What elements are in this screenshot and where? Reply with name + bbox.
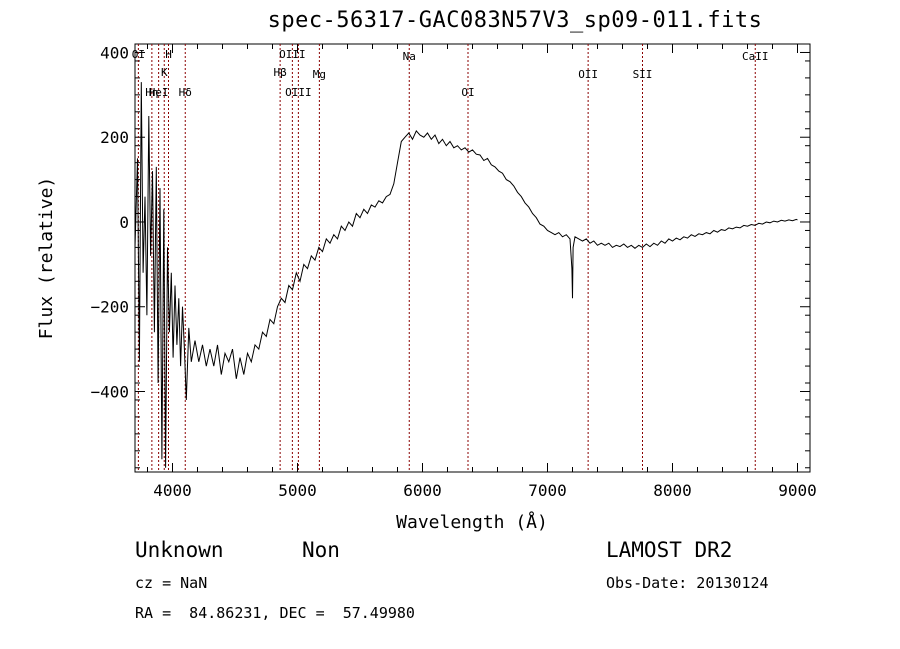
survey-name: LAMOST DR2 <box>606 538 733 562</box>
object-subclass: Non <box>302 538 340 562</box>
y-tick-label: 400 <box>100 43 129 62</box>
y-tick-label: 0 <box>119 213 129 232</box>
coordinates: RA = 84.86231, DEC = 57.49980 <box>135 604 415 622</box>
line-marker-label: HeI <box>149 86 169 99</box>
line-marker-label: Mg <box>313 68 326 81</box>
axes: 4000 5000 6000 7000 8000 9000 −400 −200 0 200 400 <box>90 43 816 500</box>
line-marker-label: CaII <box>742 50 769 63</box>
redshift-cz: cz = NaN <box>135 574 208 592</box>
line-marker-label: Na <box>403 50 416 63</box>
chart-title: spec-56317-GAC083N57V3_sp09-011.fits <box>267 8 763 33</box>
line-marker-label: K <box>161 66 168 79</box>
line-marker-label: OII <box>578 68 598 81</box>
y-axis-label: Flux (relative) <box>36 177 57 340</box>
y-tick-label: 200 <box>100 128 129 147</box>
line-marker-label: OI <box>132 48 145 61</box>
x-tick-label: 8000 <box>653 481 692 500</box>
x-tick-label: 4000 <box>153 481 192 500</box>
line-marker-label: Hβ <box>274 66 288 79</box>
y-tick-label: −400 <box>90 382 129 401</box>
y-tick-label: −200 <box>90 298 129 317</box>
object-class: Unknown <box>135 538 224 562</box>
line-marker-label: OIII <box>279 48 306 61</box>
x-tick-label: 5000 <box>278 481 317 500</box>
plot-frame <box>134 43 811 473</box>
x-tick-label: 6000 <box>403 481 442 500</box>
spectrum-line <box>134 82 798 468</box>
observation-date: Obs-Date: 20130124 <box>606 574 769 592</box>
line-marker-label: H <box>165 48 172 61</box>
x-tick-label: 7000 <box>528 481 567 500</box>
line-marker-label: Hη <box>145 86 158 99</box>
x-tick-label: 9000 <box>778 481 817 500</box>
line-marker-label: Hδ <box>179 86 192 99</box>
x-axis-label: Wavelength (Å) <box>396 511 548 533</box>
line-marker-label: OIII <box>285 86 312 99</box>
line-marker-label: OI <box>461 86 474 99</box>
line-marker-label: SII <box>633 68 653 81</box>
